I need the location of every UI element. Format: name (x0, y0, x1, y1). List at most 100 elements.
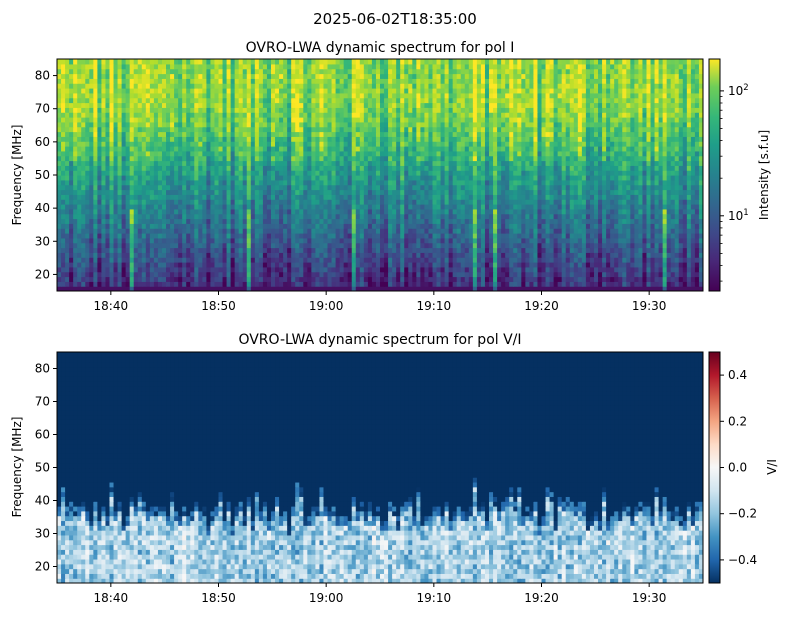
heatmap-cell (133, 218, 139, 224)
heatmap-cell (408, 199, 413, 205)
heatmap-cell (57, 141, 62, 147)
heatmap-cell (525, 213, 530, 220)
heatmap-cell (186, 208, 191, 215)
heatmap-cell (646, 281, 652, 287)
heatmap-cell (521, 189, 526, 195)
heatmap-cell (121, 257, 127, 263)
heatmap-cell (585, 266, 591, 273)
heatmap-cell (141, 271, 147, 278)
heatmap-cell (339, 150, 345, 157)
heatmap-cell (565, 150, 571, 157)
heatmap-cell (448, 281, 454, 287)
heatmap-cell (654, 179, 660, 186)
heatmap-cell (456, 218, 462, 224)
heatmap-cell (367, 237, 373, 244)
heatmap-cell (174, 242, 179, 249)
heatmap-cell (279, 160, 284, 166)
heatmap-cell (339, 175, 345, 181)
heatmap-cell (678, 184, 684, 191)
heatmap-cell (242, 170, 248, 176)
heatmap-cell (149, 247, 155, 253)
heatmap-cell (113, 136, 119, 142)
heatmap-cell (266, 155, 272, 162)
heatmap-cell (178, 170, 183, 176)
heatmap-cell (606, 194, 611, 200)
heatmap-cell (270, 271, 276, 278)
heatmap-cell (424, 286, 430, 291)
heatmap-cell (581, 170, 587, 176)
heatmap-cell (489, 155, 494, 162)
heatmap-cell (517, 141, 522, 147)
heatmap-cell (198, 257, 203, 263)
heatmap-cell (105, 281, 111, 287)
heatmap-cell (117, 150, 123, 157)
heatmap-cell (275, 141, 280, 147)
heatmap-cell (157, 199, 163, 205)
heatmap-cell (291, 165, 296, 171)
heatmap-cell (234, 213, 240, 220)
heatmap-cell (384, 247, 389, 253)
heatmap-cell (218, 146, 224, 152)
heatmap-cell (666, 286, 672, 291)
heatmap-cell (690, 179, 696, 186)
heatmap-cell (351, 204, 357, 210)
heatmap-cell (85, 213, 90, 220)
heatmap-cell (93, 276, 98, 282)
heatmap-cell (432, 281, 438, 287)
heatmap-cell (662, 155, 668, 162)
heatmap-cell (234, 204, 240, 210)
heatmap-cell (630, 237, 635, 244)
heatmap-cell (246, 262, 252, 268)
heatmap-cell (242, 286, 248, 291)
heatmap-cell (363, 237, 369, 244)
heatmap-cell (149, 252, 155, 258)
heatmap-cell (129, 233, 135, 239)
heatmap-cell (573, 233, 579, 239)
heatmap-cell (650, 242, 656, 249)
heatmap-cell (254, 150, 260, 157)
heatmap-cell (533, 189, 539, 195)
heatmap-cell (476, 170, 482, 176)
heatmap-cell (157, 213, 163, 220)
heatmap-cell (73, 160, 78, 166)
heatmap-cell (634, 233, 639, 239)
heatmap-cell (513, 179, 518, 186)
heatmap-cell (198, 175, 203, 181)
heatmap-cell (73, 155, 78, 162)
heatmap-cell (545, 286, 551, 291)
heatmap-cell (549, 228, 555, 234)
heatmap-cell (480, 257, 486, 263)
heatmap-cell (182, 141, 187, 147)
heatmap-cell (444, 262, 450, 268)
heatmap-cell (432, 286, 438, 291)
heatmap-cell (476, 223, 482, 229)
heatmap-cell (545, 218, 551, 224)
heatmap-cell (254, 194, 260, 200)
heatmap-cell (194, 175, 199, 181)
heatmap-cell (698, 160, 703, 166)
heatmap-cell (218, 257, 224, 263)
heatmap-cell (444, 223, 450, 229)
heatmap-cell (327, 218, 333, 224)
heatmap-cell (153, 286, 159, 291)
heatmap-cell (468, 237, 474, 244)
heatmap-cell (206, 276, 212, 282)
heatmap-cell (618, 223, 623, 229)
heatmap-cell (331, 247, 337, 253)
heatmap-cell (117, 199, 123, 205)
heatmap-cell (606, 266, 611, 273)
heatmap-cell (505, 242, 510, 249)
heatmap-cell (424, 247, 430, 253)
heatmap-cell (335, 175, 341, 181)
heatmap-cell (593, 199, 599, 205)
heatmap-cell (432, 155, 438, 162)
heatmap-cell (533, 213, 539, 220)
heatmap-cell (145, 150, 151, 157)
heatmap-cell (686, 286, 692, 291)
heatmap-cell (489, 189, 494, 195)
heatmap-cell (521, 170, 526, 176)
heatmap-cell (246, 228, 252, 234)
heatmap-cell (238, 184, 244, 191)
heatmap-cell (149, 228, 155, 234)
heatmap-cell (602, 252, 607, 258)
